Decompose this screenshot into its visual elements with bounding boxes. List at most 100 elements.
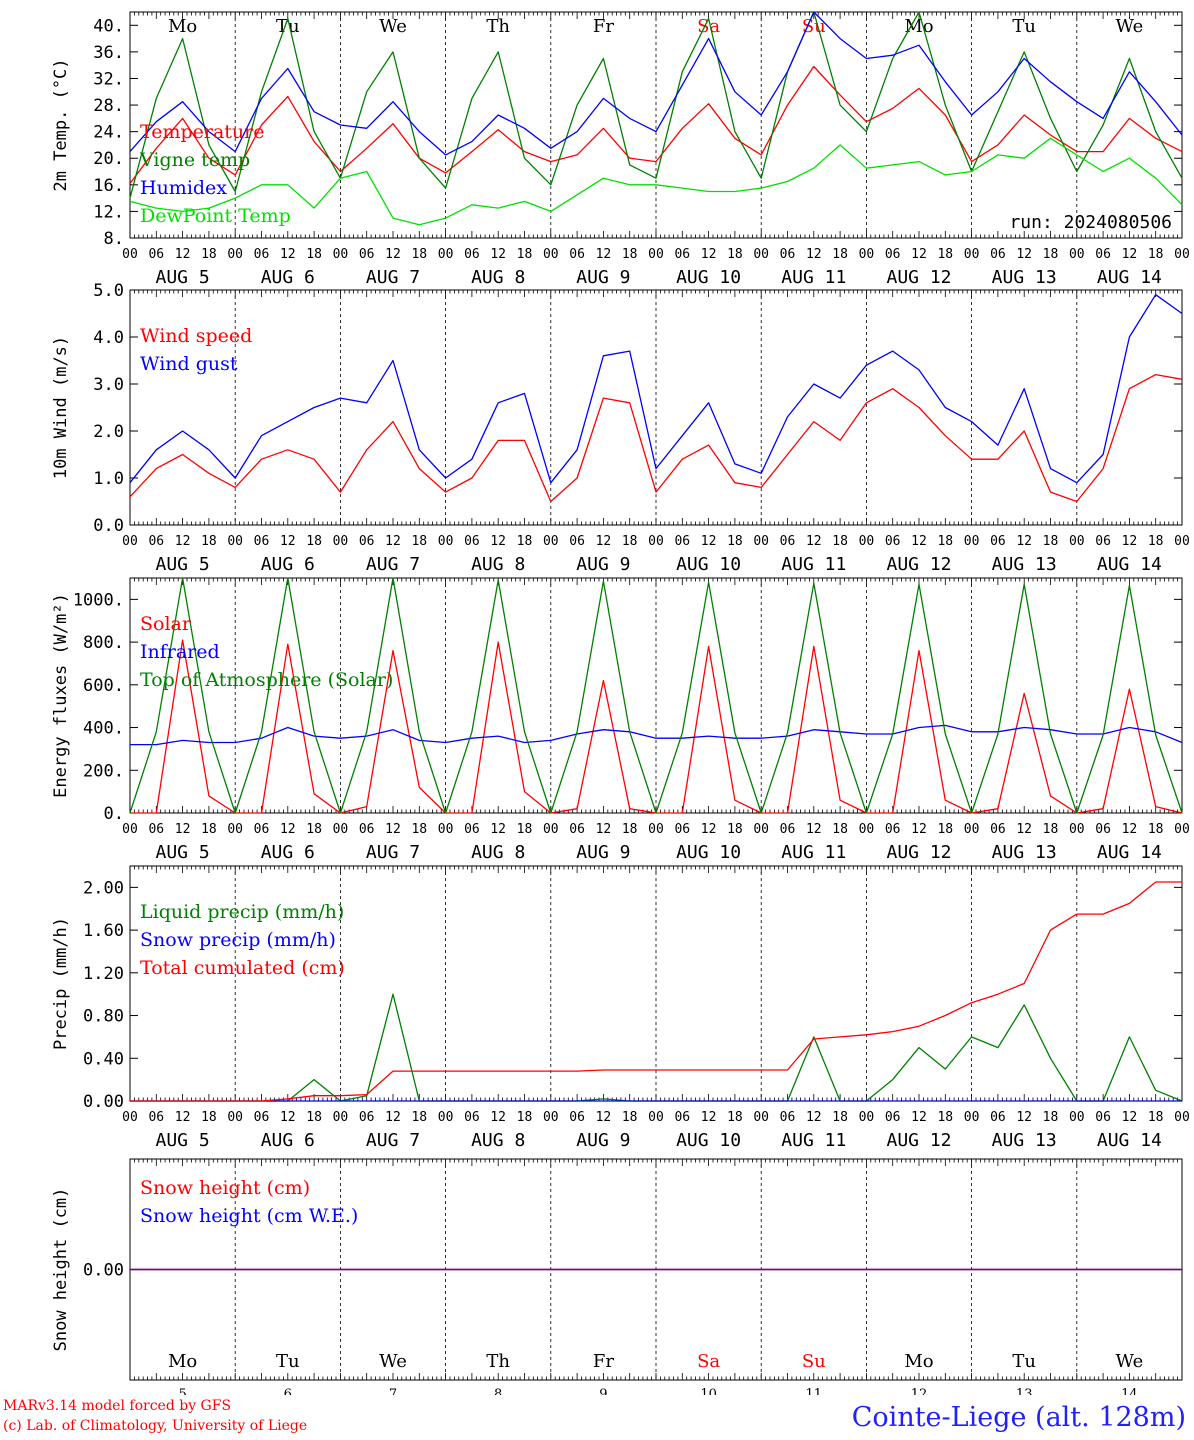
panel-4-hour-label: 00: [964, 1110, 980, 1125]
panel-2-hour-label: 00: [648, 534, 664, 549]
panel-2-y-tick-label: 5.0: [93, 281, 124, 301]
panel-1-hour-label: 18: [201, 247, 217, 262]
panel-2-hour-label: 00: [859, 534, 875, 549]
panel-3-y-tick-label: 0.: [104, 804, 124, 824]
panel-2-hour-label: 06: [148, 534, 164, 549]
panel-2-hour-label: 00: [1174, 534, 1190, 549]
panel-4-y-tick-label: 0.80: [83, 1007, 124, 1027]
panel-5-day-number: 9: [599, 1387, 607, 1395]
panel-5-weekday-label: We: [1116, 1351, 1144, 1372]
panel-1-date-label: AUG 11: [781, 267, 846, 288]
panel-2-hour-label: 06: [780, 534, 796, 549]
panel-1-weekday-label: Tu: [276, 16, 300, 37]
panel-2-hour-label: 00: [227, 534, 243, 549]
panel-4-hour-label: 12: [911, 1110, 927, 1125]
panel-1-hour-label: 12: [806, 247, 822, 262]
panel-4-hour-label: 06: [780, 1110, 796, 1125]
panel-2-date-label: AUG 13: [992, 554, 1057, 575]
panel-4-date-label: AUG 5: [156, 1130, 210, 1151]
panel-1-date-label: AUG 12: [886, 267, 951, 288]
panel-2-date-label: AUG 10: [676, 554, 741, 575]
panel-3-hour-label: 12: [1122, 822, 1138, 837]
panel-3-hour-label: 12: [280, 822, 296, 837]
panel-4-date-label: AUG 11: [781, 1130, 846, 1151]
panel-1-hour-label: 00: [122, 247, 138, 262]
panel-3-hour-label: 06: [1095, 822, 1111, 837]
panel-2-hour-label: 06: [464, 534, 480, 549]
panel-3-y-tick-label: 800.: [83, 633, 124, 653]
panel-3-y-axis-label: Energy fluxes (W/m²): [51, 593, 71, 798]
panel-3-hour-label: 18: [201, 822, 217, 837]
panel-4-hour-label: 12: [490, 1110, 506, 1125]
panel-4-y-tick-label: 1.20: [83, 964, 124, 984]
panel-1-y-tick-label: 20.: [93, 149, 124, 169]
panel-3-hour-label: 00: [333, 822, 349, 837]
panel-3-y-tick-label: 400.: [83, 719, 124, 739]
panel-2-legend-entry: Wind speed: [140, 325, 252, 347]
panel-2-y-tick-label: 3.0: [93, 375, 124, 395]
panel-4-hour-label: 12: [701, 1110, 717, 1125]
panel-2-hour-label: 06: [359, 534, 375, 549]
panel-4-series-line: [130, 881, 1182, 1102]
panel-4-date-label: AUG 8: [471, 1130, 525, 1151]
panel-2-hour-label: 18: [201, 534, 217, 549]
panel-3-hour-label: 00: [1174, 822, 1190, 837]
panel-1-weekday-label: Fr: [593, 16, 614, 37]
panel-1-weekday-label: Tu: [1012, 16, 1036, 37]
panel-4-hour-label: 00: [333, 1110, 349, 1125]
panel-1-hour-label: 12: [385, 247, 401, 262]
panel-3-hour-label: 06: [990, 822, 1006, 837]
panel-3-hour-label: 06: [885, 822, 901, 837]
panel-3-hour-label: 18: [1043, 822, 1059, 837]
panel-1-weekday-label: Su: [802, 16, 826, 37]
panel-2-y-tick-label: 2.0: [93, 422, 124, 442]
panel-1-hour-label: 12: [490, 247, 506, 262]
panel-1-hour-label: 00: [753, 247, 769, 262]
panel-1-hour-label: 00: [964, 247, 980, 262]
panel-3-date-label: AUG 11: [781, 842, 846, 863]
panel-2-date-label: AUG 6: [261, 554, 315, 575]
station-name: Cointe-Liege (alt. 128m): [851, 1402, 1186, 1433]
panel-3-hour-label: 00: [964, 822, 980, 837]
panel-3-date-label: AUG 8: [471, 842, 525, 863]
panel-4-y-tick-label: 2.00: [83, 878, 124, 898]
meteogram: 8. 12. 16. 20. 24. 28. 32. 36. 40. 2m Temp. (°C) 0…: [51, 11, 1190, 1395]
panel-3-hour-label: 00: [859, 822, 875, 837]
panel-4-hour-label: 18: [517, 1110, 533, 1125]
panel-2-x-ticks: [129, 290, 1183, 525]
panel-1-hour-label: 06: [359, 247, 375, 262]
panel-2-hour-label: 12: [280, 534, 296, 549]
panel-1-hour-label: 00: [333, 247, 349, 262]
panel-3-hour-label: 18: [622, 822, 638, 837]
panel-1-hour-label: 06: [1095, 247, 1111, 262]
panel-4-hour-label: 18: [622, 1110, 638, 1125]
panel-3-hour-label: 00: [227, 822, 243, 837]
panel-1-series-line: [129, 11, 1183, 156]
panel-2-hour-label: 00: [964, 534, 980, 549]
panel-1-hour-label: 00: [1174, 247, 1190, 262]
panel-4-hour-label: 00: [648, 1110, 664, 1125]
panel-4-hour-label: 12: [1122, 1110, 1138, 1125]
panel-1-hour-label: 06: [569, 247, 585, 262]
panel-3-date-label: AUG 10: [676, 842, 741, 863]
panel-1-hour-label: 00: [1069, 247, 1085, 262]
panel-1-date-label: AUG 8: [471, 267, 525, 288]
panel-1-hour-label: 06: [780, 247, 796, 262]
panel-3-hour-label: 00: [753, 822, 769, 837]
panel-1-date-label: AUG 9: [576, 267, 630, 288]
panel-4-hour-label: 12: [806, 1110, 822, 1125]
panel-4-hour-label: 12: [385, 1110, 401, 1125]
panel-3-legend-entry: Infrared: [140, 641, 220, 663]
panel-5-day-number: 7: [389, 1387, 397, 1395]
panel-4-hour-label: 00: [1069, 1110, 1085, 1125]
panel-1-date-label: AUG 13: [992, 267, 1057, 288]
panel-2-hour-label: 18: [622, 534, 638, 549]
panel-2-y-tick-label: 4.0: [93, 328, 124, 348]
panel-1-legend-entry: Vigne temp: [139, 149, 250, 171]
panel-4-hour-label: 00: [122, 1110, 138, 1125]
panel-1-hour-label: 12: [911, 247, 927, 262]
panel-1-hour-label: 18: [306, 247, 322, 262]
panel-2-hour-label: 00: [1069, 534, 1085, 549]
panel-2-hour-label: 06: [569, 534, 585, 549]
panel-3-y-tick-label: 1000.: [73, 590, 124, 610]
